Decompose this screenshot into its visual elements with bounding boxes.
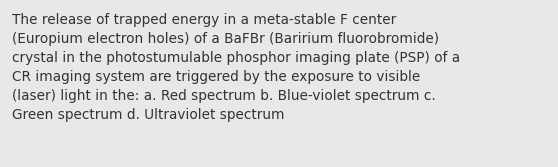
Text: The release of trapped energy in a meta-stable F center
(Europium electron holes: The release of trapped energy in a meta-… bbox=[12, 13, 460, 122]
